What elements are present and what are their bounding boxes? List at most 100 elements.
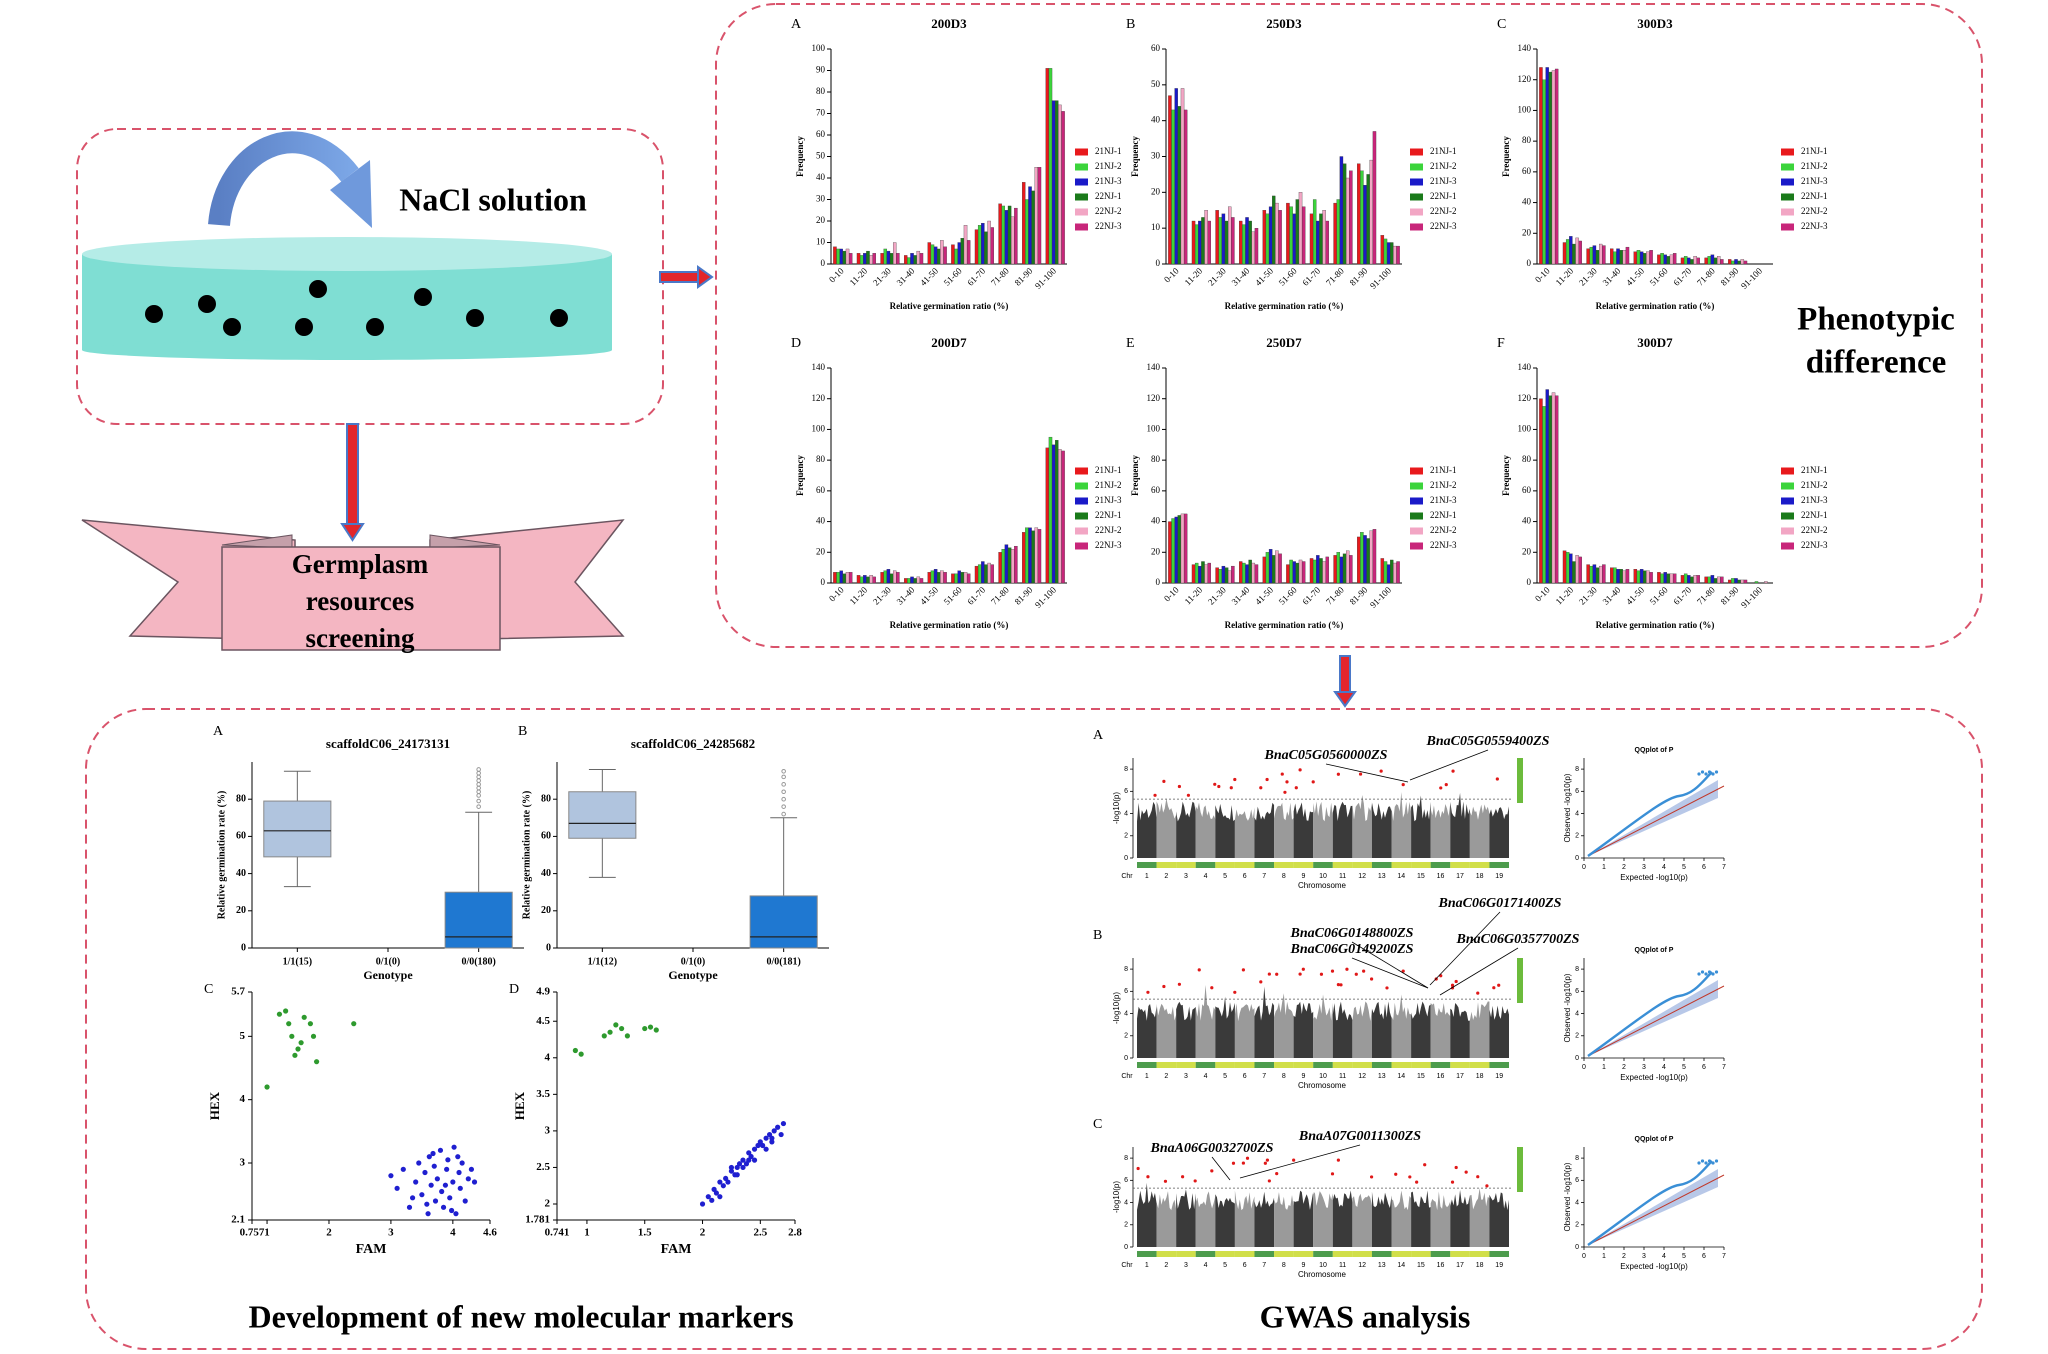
y-tick-label: 6 (1575, 1177, 1579, 1184)
chromosome-strip (1430, 1251, 1451, 1257)
outlier (476, 782, 481, 787)
bar (1342, 163, 1347, 265)
point (264, 1084, 270, 1090)
manhattan-chromosome (1234, 1003, 1255, 1058)
bar (1010, 216, 1015, 265)
legend-label: 22NJ-1 (1430, 510, 1457, 520)
right-arrow (659, 271, 699, 283)
legend-label: 22NJ-3 (1430, 540, 1457, 550)
bar (1598, 565, 1603, 584)
y-tick-label: 0 (1124, 1055, 1128, 1062)
y-tick-label: 0 (1156, 577, 1161, 587)
qq-title: QQplot of P (1635, 947, 1674, 954)
manhattan-chromosome (1469, 1001, 1490, 1058)
significant-snp (1495, 777, 1499, 781)
legend-label: 22NJ-3 (1095, 540, 1122, 550)
bar (1292, 213, 1296, 265)
legend-swatch (1410, 542, 1423, 550)
qq-curve (1587, 1160, 1713, 1246)
bar (1565, 552, 1570, 584)
x-tick-label: 1 (584, 1227, 590, 1239)
bar (1572, 243, 1576, 265)
point (425, 1211, 431, 1217)
bar (1704, 257, 1708, 265)
chromosome-label: 19 (1495, 1262, 1503, 1269)
significant-snp (1267, 972, 1271, 976)
manhattan-chromosome (1176, 1189, 1196, 1247)
manhattan-chromosome (1391, 994, 1412, 1058)
legend-label: 22NJ-3 (1801, 540, 1828, 550)
bar (966, 240, 971, 265)
chromosome-strip (1371, 1251, 1392, 1257)
y-axis-label: HEX (207, 1091, 222, 1120)
bar (1542, 79, 1546, 265)
chromosome-strip (1411, 862, 1431, 868)
bar (872, 576, 876, 584)
bar (1357, 163, 1361, 265)
bar (1201, 217, 1205, 265)
bar (1037, 529, 1042, 584)
manhattan-chromosome (1391, 1190, 1412, 1247)
bar (1286, 202, 1290, 265)
box (444, 891, 513, 949)
significant-snp (1280, 772, 1284, 776)
point (607, 1029, 613, 1035)
x-tick-label: 0-10 (827, 584, 846, 603)
point (763, 1135, 769, 1141)
point (301, 1014, 307, 1020)
bar (1545, 67, 1549, 265)
bar (1728, 259, 1732, 265)
manhattan-chromosome (1371, 1001, 1392, 1058)
y-tick-label: 4 (1124, 1010, 1128, 1017)
bar (859, 255, 864, 265)
bar (872, 253, 876, 265)
chromosome-label: 5 (1223, 1262, 1227, 1269)
x-tick-label: 6 (1702, 864, 1706, 871)
x-tick-label: 61-70 (965, 265, 987, 287)
bar (1680, 575, 1685, 584)
bar (1207, 562, 1211, 584)
chromosome-label: 13 (1378, 873, 1386, 880)
chromosome-label: Chr (1121, 1073, 1133, 1080)
bar (963, 225, 968, 265)
qq-top-point (1700, 770, 1705, 774)
y-tick-label: 3 (240, 1157, 246, 1169)
arrow-head (697, 265, 714, 289)
bar (1316, 555, 1320, 584)
chromosome-label: 16 (1437, 1073, 1445, 1080)
bar (886, 250, 891, 265)
legend-label: 21NJ-2 (1430, 161, 1457, 171)
point (709, 1197, 715, 1203)
chromosome-strip (1469, 1062, 1490, 1068)
x-tick-label: 31-40 (895, 265, 917, 287)
bar (1221, 565, 1226, 584)
chromosome-strip (1137, 862, 1157, 868)
bar (951, 244, 955, 265)
legend-swatch (1075, 467, 1088, 475)
manhattan-chromosome (1215, 996, 1235, 1058)
manhattan-chromosome (1450, 1002, 1470, 1058)
chromosome-label: 15 (1417, 1262, 1425, 1269)
point (725, 1179, 731, 1185)
bar (954, 573, 958, 584)
bar (1657, 254, 1661, 265)
y-tick-label: 60 (1151, 43, 1161, 53)
x-tick-label: 0 (1582, 864, 1586, 871)
y-axis-label: Relative germination rate (%) (521, 791, 532, 920)
y-tick-label: 4.9 (536, 986, 550, 998)
point (459, 1160, 465, 1166)
bar (910, 253, 914, 265)
bar (981, 222, 985, 265)
significant-snp (1336, 1158, 1340, 1162)
point (720, 1183, 726, 1189)
chromosome-label: 8 (1282, 873, 1286, 880)
chromosome-strip (1234, 862, 1255, 868)
bar (990, 564, 994, 584)
point (456, 1169, 462, 1176)
bar (1562, 242, 1567, 265)
point (760, 1142, 766, 1149)
bar (1737, 579, 1741, 584)
x-tick-label: 51-60 (1277, 584, 1299, 606)
legend-label: 21NJ-1 (1430, 465, 1457, 475)
